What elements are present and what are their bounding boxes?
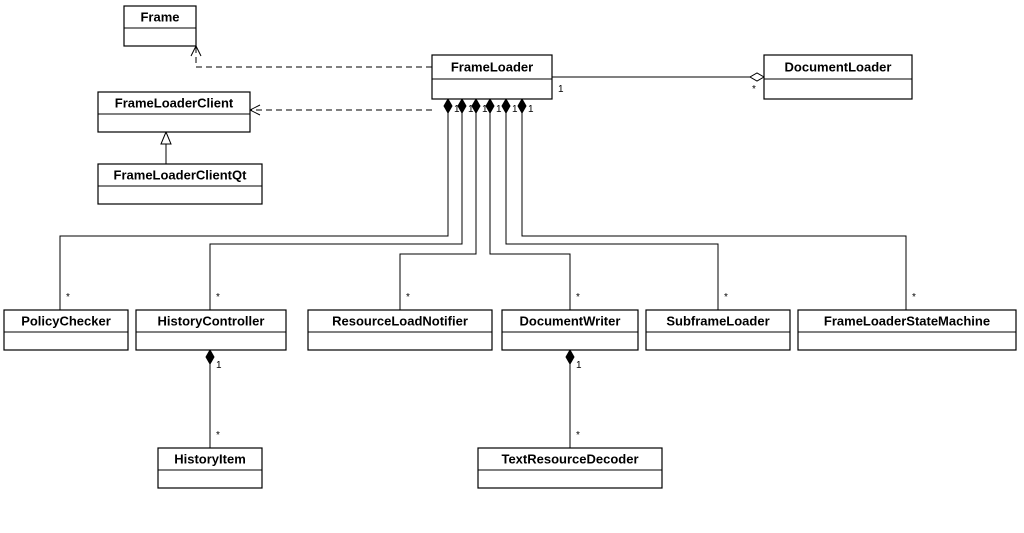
class-title: DocumentWriter: [520, 314, 621, 329]
class-HistoryController: HistoryController: [136, 310, 286, 350]
class-title: TextResourceDecoder: [501, 452, 638, 467]
multiplicity-label: *: [216, 292, 220, 303]
multiplicity-label: *: [406, 292, 410, 303]
class-title: PolicyChecker: [21, 314, 111, 329]
class-Frame: Frame: [124, 6, 196, 46]
class-HistoryItem: HistoryItem: [158, 448, 262, 488]
multiplicity-label: 1: [496, 104, 502, 115]
edge-composition: [490, 99, 570, 310]
classes: Frame FrameLoader DocumentLoader FrameLoade…: [4, 6, 1016, 488]
class-FrameLoaderClientQt: FrameLoaderClientQt: [98, 164, 262, 204]
multiplicity-label: 1: [468, 104, 474, 115]
class-title: SubframeLoader: [666, 314, 769, 329]
multiplicity-label: 1: [528, 104, 534, 115]
multiplicity-label: *: [724, 292, 728, 303]
edge-composition: [400, 99, 476, 310]
multiplicity-label: 1: [216, 360, 222, 371]
class-FrameLoaderStateMachine: FrameLoaderStateMachine: [798, 310, 1016, 350]
class-PolicyChecker: PolicyChecker: [4, 310, 128, 350]
class-title: FrameLoaderStateMachine: [824, 314, 990, 329]
multiplicity-label: 1: [454, 104, 460, 115]
class-DocumentWriter: DocumentWriter: [502, 310, 638, 350]
class-title: HistoryController: [158, 314, 265, 329]
class-title: FrameLoader: [451, 60, 533, 75]
class-ResourceLoadNotifier: ResourceLoadNotifier: [308, 310, 492, 350]
multiplicity-label: *: [216, 430, 220, 441]
edge-dependency: [196, 46, 432, 67]
multiplicity-label: *: [576, 292, 580, 303]
class-title: ResourceLoadNotifier: [332, 314, 468, 329]
edge-composition: [522, 99, 906, 310]
multiplicity-label: *: [576, 430, 580, 441]
class-title: DocumentLoader: [785, 60, 892, 75]
class-FrameLoaderClient: FrameLoaderClient: [98, 92, 250, 132]
class-title: FrameLoaderClientQt: [114, 168, 248, 183]
class-FrameLoader: FrameLoader: [432, 55, 552, 99]
edge-composition: [506, 99, 718, 310]
multiplicity-label: 1: [512, 104, 518, 115]
class-title: HistoryItem: [174, 452, 246, 467]
class-title: Frame: [140, 10, 179, 25]
class-title: FrameLoaderClient: [115, 96, 234, 111]
class-SubframeLoader: SubframeLoader: [646, 310, 790, 350]
multiplicity-label: 1: [576, 360, 582, 371]
multiplicity-label: 1: [482, 104, 488, 115]
class-TextResourceDecoder: TextResourceDecoder: [478, 448, 662, 488]
multiplicity-label: *: [66, 292, 70, 303]
multiplicity-label: *: [752, 84, 756, 95]
multiplicity-label: *: [912, 292, 916, 303]
class-DocumentLoader: DocumentLoader: [764, 55, 912, 99]
uml-diagram: 1 * 1 * 1 * 1 * 1 * 1 * 1 * 1 * 1 * Frame FrameLoader Docume…: [0, 0, 1024, 533]
multiplicity-label: 1: [558, 84, 564, 95]
